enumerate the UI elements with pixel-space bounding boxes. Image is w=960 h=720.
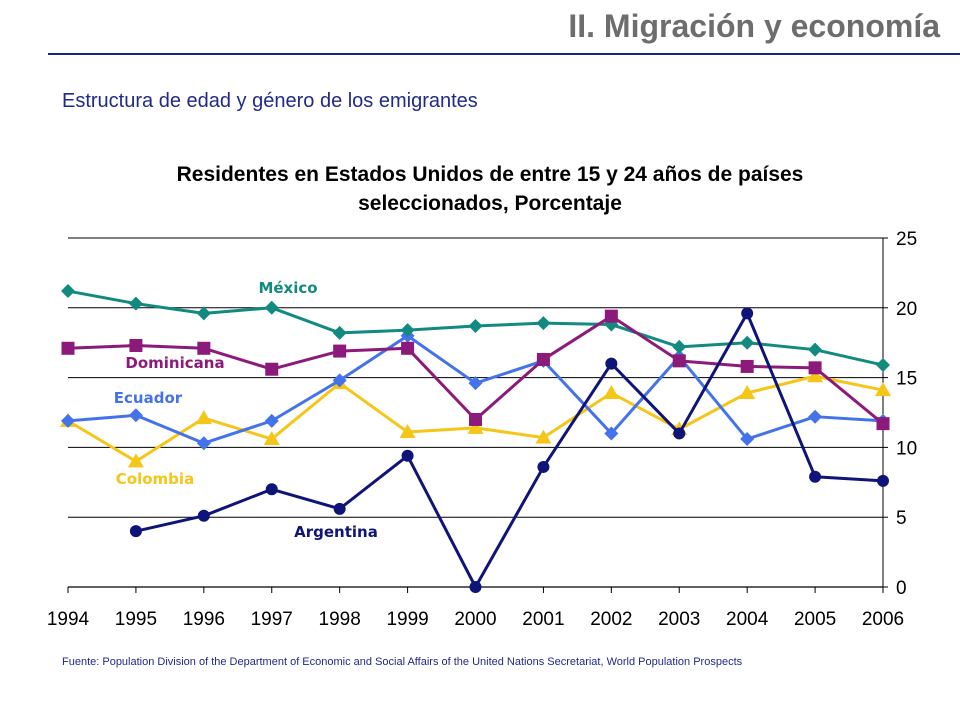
data-point-colombia-2005	[807, 368, 824, 383]
series-label-mexico: México	[258, 279, 317, 297]
data-point-dominicana-1999	[401, 341, 415, 355]
data-point-dominicana-1998	[333, 344, 347, 358]
data-point-dominicana-2005	[808, 361, 822, 375]
x-tick-label: 1996	[183, 609, 225, 630]
x-tick-label: 2006	[862, 609, 904, 630]
data-point-ecuador-1995	[128, 408, 143, 423]
data-point-argentina-1995	[129, 525, 142, 538]
chart-axes: 0 5 10 15 20 25 1994 1995 1996 1997 1998 1999 2000 20…	[47, 229, 917, 630]
data-point-mexico-1998	[332, 325, 347, 340]
data-point-argentina-1996	[197, 509, 210, 522]
data-point-mexico-2001	[536, 316, 551, 331]
y-tick-label: 20	[896, 299, 917, 320]
series-label-dominicana: Dominicana	[125, 354, 224, 372]
data-point-colombia-2002	[603, 384, 620, 399]
data-point-argentina-2001	[537, 460, 550, 473]
data-point-mexico-2005	[808, 342, 823, 357]
data-point-dominicana-2002	[604, 309, 618, 323]
data-point-mexico-1995	[128, 296, 143, 311]
chart-series	[60, 284, 891, 593]
x-tick-label: 2001	[522, 609, 564, 630]
data-point-colombia-1997	[263, 431, 280, 446]
data-point-dominicana-1995	[129, 338, 143, 352]
data-point-ecuador-1997	[264, 413, 279, 428]
data-point-ecuador-1996	[196, 436, 211, 451]
x-tick-label: 1998	[319, 609, 361, 630]
data-point-dominicana-2003	[672, 354, 686, 368]
series-argentina	[129, 307, 889, 593]
data-point-dominicana-2006	[876, 417, 890, 431]
data-point-colombia-1995	[127, 453, 144, 468]
title-rule	[48, 53, 960, 55]
data-point-argentina-1997	[265, 483, 278, 496]
data-point-dominicana-1994	[61, 341, 75, 355]
data-point-argentina-2006	[877, 474, 889, 487]
chart-title: Residentes en Estados Unidos de entre 15…	[130, 160, 850, 218]
data-point-argentina-2002	[605, 357, 618, 370]
data-point-mexico-2000	[468, 318, 483, 333]
data-point-dominicana-2001	[536, 352, 550, 366]
data-point-dominicana-1996	[197, 341, 211, 355]
data-point-ecuador-2002	[604, 426, 619, 441]
x-tick-label: 1999	[386, 609, 428, 630]
data-point-mexico-2003	[672, 339, 687, 354]
series-label-ecuador: Ecuador	[114, 389, 183, 407]
series-label-colombia: Colombia	[116, 470, 194, 488]
data-point-mexico-1994	[61, 284, 75, 299]
slide-title: II. Migración y economía	[568, 8, 940, 44]
y-tick-label: 0	[896, 578, 907, 599]
data-point-colombia-1996	[195, 410, 212, 425]
chart-title-line-1: Residentes en Estados Unidos de entre 15…	[176, 163, 804, 186]
data-point-argentina-2005	[809, 470, 822, 483]
data-point-colombia-2004	[739, 384, 756, 399]
data-point-argentina-2004	[741, 307, 754, 320]
y-tick-label: 15	[896, 369, 917, 390]
data-point-mexico-1996	[196, 306, 211, 321]
data-point-ecuador-1998	[332, 373, 347, 388]
series-mexico	[61, 284, 890, 373]
x-tick-label: 1995	[115, 609, 157, 630]
data-point-colombia-2006	[875, 382, 891, 397]
y-tick-label: 25	[896, 229, 917, 250]
y-tick-label: 10	[896, 438, 917, 459]
source-note: Fuente: Population Division of the Depar…	[62, 656, 743, 668]
data-point-dominicana-2000	[469, 412, 482, 426]
x-tick-label: 1997	[251, 609, 293, 630]
data-point-colombia-1999	[399, 424, 416, 439]
data-point-ecuador-2000	[468, 376, 483, 391]
slide-subtitle: Estructura de edad y género de los emigr…	[62, 90, 478, 112]
x-tick-label: 1994	[47, 609, 90, 630]
x-tick-label: 2005	[794, 609, 836, 630]
y-tick-label: 5	[896, 508, 907, 529]
series-label-argentina: Argentina	[294, 523, 378, 541]
data-point-ecuador-2005	[808, 409, 823, 424]
data-point-ecuador-1994	[61, 413, 75, 428]
data-point-ecuador-2004	[740, 432, 755, 447]
data-point-mexico-2004	[740, 335, 755, 350]
chart-title-line-2: seleccionados, Porcentaje	[358, 192, 622, 215]
data-point-argentina-1999	[401, 449, 414, 462]
data-point-dominicana-2004	[740, 359, 754, 373]
data-point-argentina-2000	[469, 581, 482, 593]
x-tick-label: 2004	[726, 609, 769, 630]
series-line-argentina	[135, 311, 884, 589]
x-tick-label: 2000	[454, 609, 496, 630]
chart-series-labels: México Dominicana Ecuador Colombia Argentina	[114, 279, 378, 541]
data-point-argentina-2003	[673, 427, 686, 440]
data-point-argentina-1998	[333, 502, 346, 515]
data-point-colombia-2000	[467, 419, 484, 434]
data-point-mexico-1997	[264, 300, 279, 315]
series-dominicana	[61, 309, 890, 431]
data-point-colombia-2001	[535, 429, 552, 444]
data-point-mexico-2006	[876, 358, 890, 373]
data-point-dominicana-1997	[265, 362, 279, 376]
data-point-mexico-1999	[400, 323, 415, 338]
x-tick-label: 2003	[658, 609, 700, 630]
x-tick-label: 2002	[590, 609, 632, 630]
